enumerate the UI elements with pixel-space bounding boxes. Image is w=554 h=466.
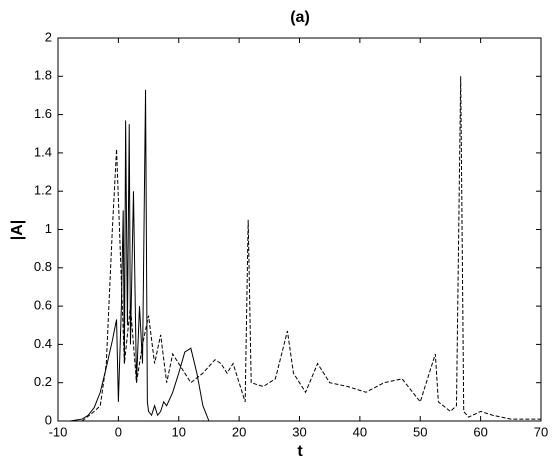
x-tick-label: -10	[49, 424, 68, 439]
y-tick-label: 1.4	[34, 144, 52, 159]
y-tick-label: 0.4	[34, 336, 52, 351]
x-tick-label: 60	[473, 424, 487, 439]
data-line	[70, 89, 210, 422]
y-tick-label: 0.8	[34, 259, 52, 274]
x-tick-label: 30	[292, 424, 306, 439]
x-tick-label: 10	[172, 424, 186, 439]
y-tick-label: 2	[45, 29, 52, 44]
plot-frame	[57, 37, 542, 422]
x-tick-label: 20	[232, 424, 246, 439]
x-tick-label: 0	[115, 424, 122, 439]
y-tick-label: 1.6	[34, 106, 52, 121]
x-tick-label: 70	[534, 424, 548, 439]
y-tick-label: 1.2	[34, 183, 52, 198]
x-axis-label: t	[297, 443, 303, 460]
y-tick-label: 0.2	[34, 374, 52, 389]
x-tick-label: 50	[413, 424, 427, 439]
y-tick-label: 0	[45, 412, 52, 427]
y-tick-label: 1.8	[34, 68, 52, 83]
x-tick-label: 40	[353, 424, 367, 439]
y-tick-label: 0.6	[34, 298, 52, 313]
y-tick-label: 1	[45, 221, 52, 236]
y-axis-label: |A|	[9, 220, 26, 241]
chart-title: (a)	[290, 9, 310, 26]
data-line	[58, 76, 541, 422]
